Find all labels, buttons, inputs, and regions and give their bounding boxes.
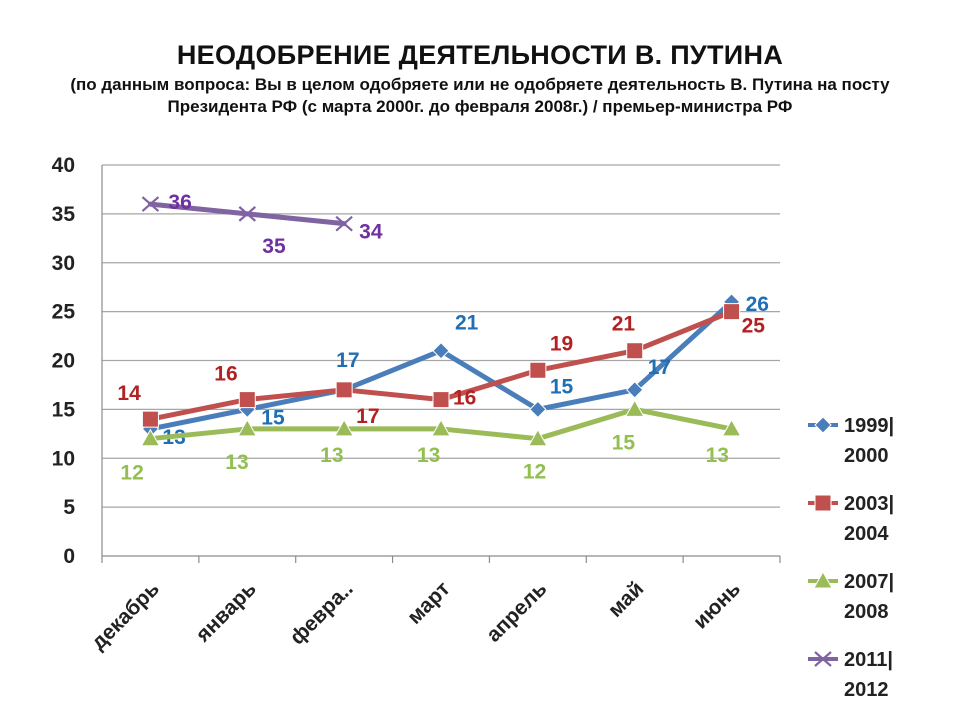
category-label: март	[403, 577, 454, 628]
data-point-marker	[528, 428, 548, 447]
data-point-marker	[335, 215, 353, 232]
chart-title: НЕОДОБРЕНИЕ ДЕЯТЕЛЬНОСТИ В. ПУТИНА	[176, 40, 784, 70]
data-label: 13	[225, 451, 248, 474]
data-label: 21	[612, 313, 636, 336]
data-label: 17	[336, 349, 359, 372]
legend-marker	[814, 416, 832, 434]
data-label: 19	[550, 332, 573, 355]
data-point-marker	[432, 391, 450, 409]
legend-label: 1999|	[844, 415, 894, 437]
data-point-marker	[626, 381, 644, 399]
category-label: апрель	[482, 577, 551, 646]
data-label: 36	[168, 191, 191, 214]
legend-label: 2012	[844, 679, 889, 701]
y-tick-label: 20	[52, 350, 75, 373]
y-tick-label: 15	[52, 398, 76, 421]
data-label: 16	[214, 363, 237, 386]
legend-label: 2011|	[844, 649, 893, 671]
data-label: 16	[453, 387, 476, 410]
data-point-marker	[723, 303, 741, 321]
y-tick-label: 5	[63, 496, 75, 519]
data-label: 17	[356, 405, 379, 428]
data-label: 13	[320, 444, 343, 467]
data-point-marker	[529, 361, 547, 379]
data-label: 13	[417, 444, 440, 467]
data-label: 13	[706, 444, 729, 467]
legend-marker	[814, 494, 832, 512]
data-point-marker	[334, 418, 354, 437]
data-point-marker	[140, 428, 161, 447]
category-label: февра..	[286, 577, 358, 649]
chart-subtitle: (по данным вопроса: Вы в целом одобряете…	[70, 75, 890, 116]
legend-label: 2004	[844, 523, 889, 545]
data-point-marker	[431, 418, 451, 437]
data-point-marker	[237, 418, 258, 437]
data-label: 12	[120, 462, 143, 485]
data-point-marker	[141, 410, 159, 428]
legend-label: 2000	[844, 445, 889, 467]
category-label: май	[604, 577, 648, 621]
data-label: 21	[455, 312, 479, 335]
category-label: декабрь	[87, 577, 164, 654]
y-tick-label: 30	[52, 252, 75, 275]
data-point-marker	[626, 342, 644, 360]
data-label: 34	[359, 221, 383, 244]
legend-label: 2008	[844, 601, 889, 623]
y-tick-label: 35	[52, 203, 76, 226]
y-tick-label: 25	[52, 301, 76, 324]
y-tick-label: 10	[52, 447, 75, 470]
data-point-marker	[432, 342, 450, 360]
data-label: 15	[550, 375, 574, 398]
data-label: 15	[612, 431, 636, 454]
data-label: 17	[648, 356, 671, 379]
data-label: 26	[746, 293, 769, 316]
data-label: 35	[262, 235, 286, 258]
data-point-marker	[721, 418, 742, 437]
legend-marker	[814, 651, 832, 667]
data-point-marker	[238, 206, 257, 222]
data-point-marker	[335, 381, 353, 399]
category-label: январь	[191, 577, 261, 647]
legend-label: 2007|	[844, 571, 894, 593]
data-label: 12	[523, 461, 546, 484]
category-label: июнь	[689, 577, 745, 633]
data-point-marker	[624, 399, 645, 417]
data-point-marker	[238, 391, 256, 409]
legend-label: 2003|	[844, 493, 894, 515]
data-point-marker	[529, 400, 547, 419]
data-label: 14	[117, 382, 141, 405]
data-label: 15	[261, 406, 285, 429]
y-tick-label: 40	[52, 154, 75, 177]
data-point-marker	[141, 196, 160, 212]
data-label: 25	[742, 315, 766, 338]
y-tick-label: 0	[63, 545, 75, 568]
legend-marker	[813, 570, 833, 589]
